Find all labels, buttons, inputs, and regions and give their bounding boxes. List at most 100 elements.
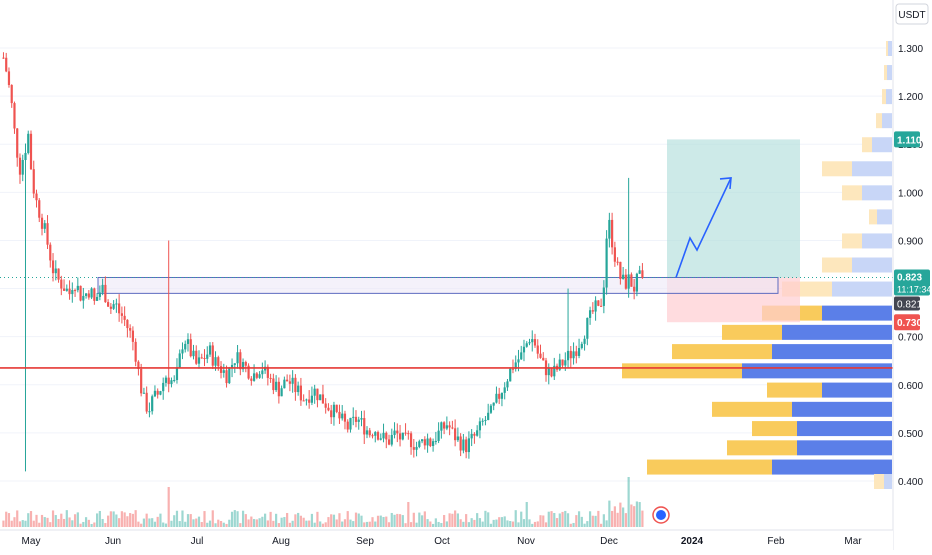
annotation-layer[interactable] [0,177,893,369]
logo-badge[interactable] [652,506,670,524]
candle-body [553,365,556,377]
candle-body [302,400,305,402]
time-tick-label: Jul [191,536,204,547]
candle-body [591,310,594,312]
candle-body [244,362,247,366]
time-tick-label: Dec [600,536,618,547]
candle-body [511,368,515,370]
volume-bar [343,519,347,527]
currency-box[interactable] [895,3,929,25]
profile-sell-bar [884,65,887,81]
profile-sell-bar [886,41,888,56]
price-axis[interactable]: USDT1.3001.2001.1001.0000.9000.8000.7000… [892,0,932,550]
candle-body [109,306,112,309]
forecast-arrow[interactable] [675,177,732,278]
candle-body [533,339,537,346]
candle-body [107,302,110,307]
profile-buy-bar [862,185,892,201]
resistance-zone[interactable] [97,276,779,294]
volume-bar [503,516,506,527]
volume-bar [630,504,633,527]
volume-bar [495,519,498,527]
volume-bar [208,520,212,527]
volume-bar [583,523,586,527]
candle-body [195,350,198,364]
volume-bar [550,511,553,527]
candle-body [503,387,506,393]
volume-bar [352,521,355,527]
time-tick-label: Nov [517,536,535,547]
candle-body [148,411,151,413]
volume-bar [131,513,135,527]
profile-sell-bar [752,421,797,437]
candle-body [71,290,74,295]
volume-bar [228,519,231,527]
volume-bar [247,519,250,527]
volume-bar [60,513,63,527]
target-zone[interactable] [667,139,800,278]
countdown-label: 11:17:34 [897,284,931,294]
candle-body [558,359,561,370]
drawing-layer[interactable] [0,139,893,323]
volume-bar [302,517,305,527]
profile-buy-bar [852,257,892,273]
volume-bar [420,515,424,527]
profile-sell-bar [822,257,852,273]
volume-bar [327,517,330,527]
price-tick-label: 0.400 [898,477,923,488]
volume-bar [178,521,181,527]
volume-bar [404,523,407,527]
candle-body [426,438,429,446]
volume-bar [429,521,432,527]
candle-body [633,286,636,292]
volume-bar [487,512,490,527]
candle-body [266,366,269,378]
profile-buy-bar [792,401,892,417]
volume-bar [275,513,278,527]
candle-body [46,223,49,245]
candle-body [200,357,203,359]
profile-sell-bar [712,401,792,417]
candle-body [522,346,526,353]
volume-bar [49,522,52,527]
candle-body [10,84,13,104]
volume-bar [21,520,24,527]
volume-bar [575,515,578,527]
volume-bar [586,521,589,527]
candle-body [638,270,641,274]
volume-bar [38,522,41,527]
volume-bar [162,522,165,527]
volume-bar [415,522,418,527]
profile-buy-bar [872,137,892,153]
candle-body [542,357,545,361]
volume-bar [555,518,559,527]
candle-body [330,410,333,418]
profile-buy-bar [772,459,892,475]
candle-body [454,428,457,441]
volume-bar [286,512,289,527]
candle-body [352,416,355,418]
candle-body [365,430,369,435]
time-axis[interactable]: May Jun Jul Aug Sep Oct Nov Dec 2024 Feb Mar [0,529,893,550]
candle-body [208,345,212,355]
volume-bar [252,519,256,527]
candle-body [434,440,437,442]
profile-sell-bar [767,382,822,398]
volume-bar [288,522,291,527]
volume-bar [153,521,157,527]
candle-body [65,288,68,291]
volume-bar [51,510,55,527]
candle-body [98,292,101,297]
profile-sell-bar [869,209,877,225]
volume-bar [456,513,459,527]
candle-body [68,288,71,295]
volume-bar [10,520,13,527]
candle-body [387,439,391,445]
candle-body [492,402,495,406]
candle-body [159,391,162,395]
candle-body [481,420,484,422]
candle-body [255,373,258,378]
candle-body [60,279,63,289]
